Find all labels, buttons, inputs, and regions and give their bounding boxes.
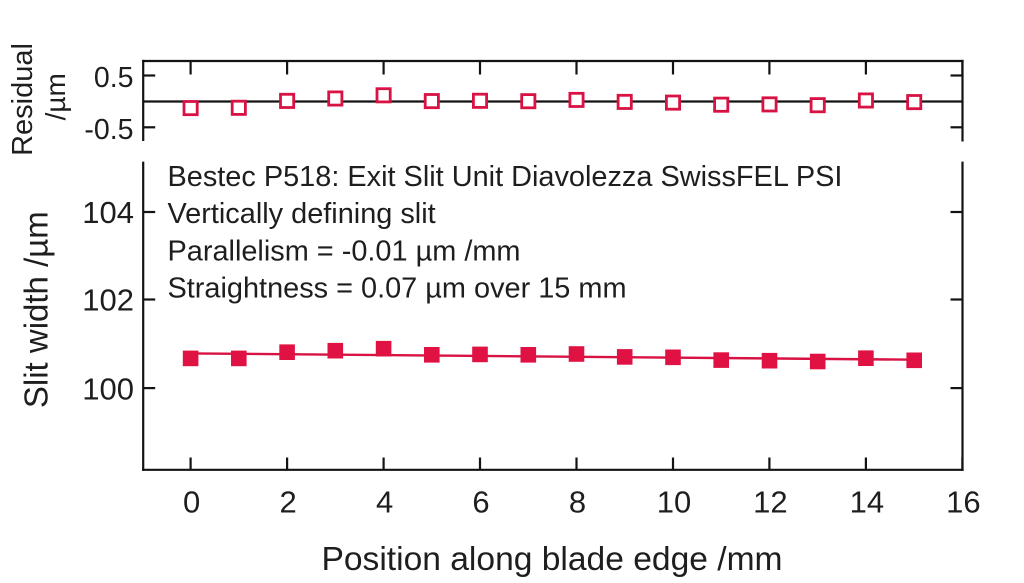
svg-text:6: 6 bbox=[472, 485, 489, 520]
svg-text:0.5: 0.5 bbox=[94, 62, 134, 94]
svg-text:16: 16 bbox=[946, 485, 980, 520]
svg-text:12: 12 bbox=[753, 485, 787, 520]
svg-text:8: 8 bbox=[569, 485, 586, 520]
svg-text:Bestec P518: Exit Slit Unit Di: Bestec P518: Exit Slit Unit Diavolezza S… bbox=[168, 161, 843, 193]
svg-text:Position along blade edge /mm: Position along blade edge /mm bbox=[321, 541, 782, 578]
svg-text:Slit width /µm: Slit width /µm bbox=[18, 211, 55, 408]
svg-text:2: 2 bbox=[279, 485, 296, 520]
svg-text:Residual: Residual bbox=[7, 43, 39, 156]
svg-text:100: 100 bbox=[82, 371, 134, 406]
svg-text:102: 102 bbox=[82, 283, 134, 318]
svg-text:Parallelism = -0.01 µm /mm: Parallelism = -0.01 µm /mm bbox=[168, 236, 521, 268]
svg-text:104: 104 bbox=[82, 195, 134, 230]
svg-text:Vertically defining slit: Vertically defining slit bbox=[168, 198, 436, 230]
svg-text:Straightness = 0.07 µm over 15: Straightness = 0.07 µm over 15 mm bbox=[168, 273, 627, 305]
svg-text:0: 0 bbox=[183, 485, 200, 520]
svg-text:-0.5: -0.5 bbox=[84, 114, 133, 146]
svg-text:4: 4 bbox=[376, 485, 393, 520]
svg-text:14: 14 bbox=[850, 485, 884, 520]
svg-text:/µm: /µm bbox=[40, 73, 71, 120]
svg-text:10: 10 bbox=[657, 485, 691, 520]
